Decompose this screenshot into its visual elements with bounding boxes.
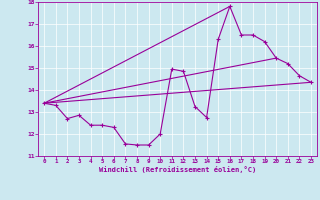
X-axis label: Windchill (Refroidissement éolien,°C): Windchill (Refroidissement éolien,°C) xyxy=(99,166,256,173)
